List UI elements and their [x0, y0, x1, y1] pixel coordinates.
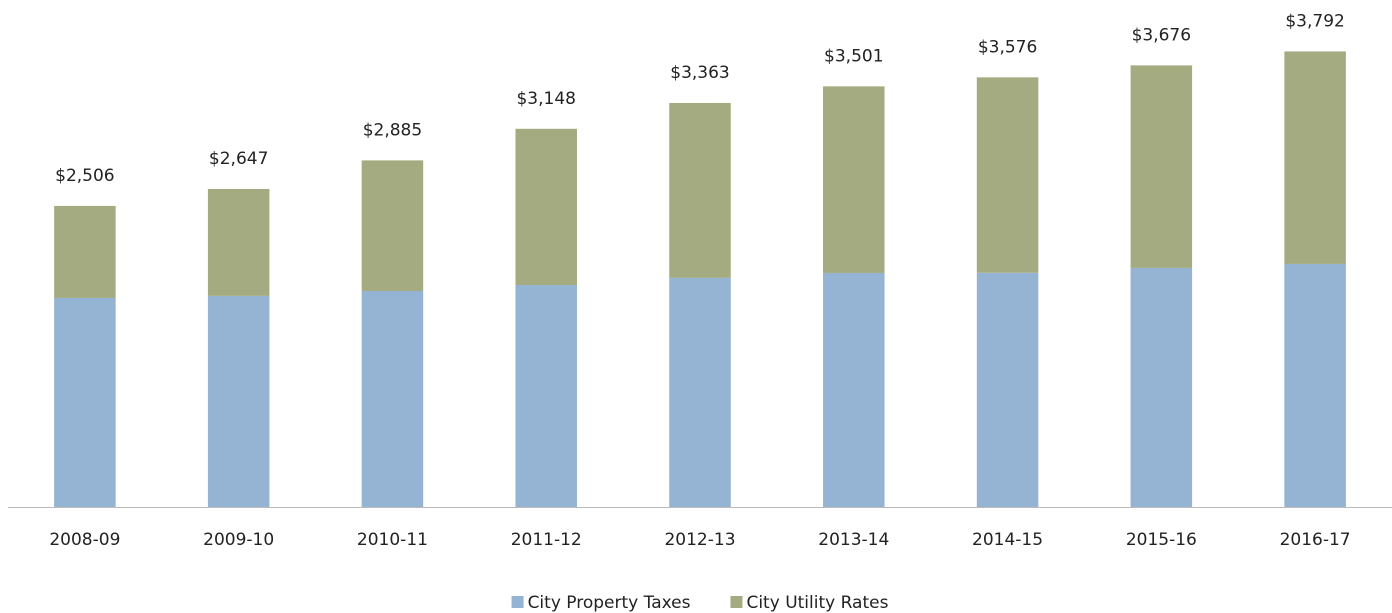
total-label: $2,506 [55, 166, 114, 186]
bar-segment [1284, 263, 1346, 507]
x-tick-label: 2010-11 [357, 530, 428, 550]
legend-swatch [730, 596, 743, 608]
bar-segment [207, 295, 270, 507]
total-label: $2,647 [209, 149, 268, 169]
bar-segment [54, 205, 116, 298]
bar-segment [515, 284, 577, 507]
x-tick-label: 2009-10 [203, 530, 274, 550]
bar-segment [361, 290, 424, 507]
bar-segment [823, 86, 885, 273]
bar-segment [1284, 51, 1346, 264]
total-label: $2,885 [363, 120, 422, 140]
bar-segment [669, 102, 731, 278]
bar-segment [1130, 65, 1193, 268]
x-tick-label: 2015-16 [1126, 530, 1197, 550]
x-tick-label: 2013-14 [818, 530, 889, 550]
legend-label: City Utility Rates [746, 593, 888, 613]
x-tick-label: 2016-17 [1280, 530, 1351, 550]
x-tick-label: 2011-12 [511, 530, 582, 550]
total-label: $3,792 [1285, 11, 1344, 31]
x-tick-label: 2012-13 [664, 530, 735, 550]
total-label: $3,148 [516, 89, 575, 109]
bar-segment [669, 277, 731, 507]
bar-segment [823, 272, 885, 507]
bar-segment [1130, 267, 1193, 507]
bar-segment [976, 77, 1039, 273]
x-tick-label: 2014-15 [972, 530, 1043, 550]
total-label: $3,676 [1132, 25, 1191, 45]
bar-segment [54, 297, 116, 507]
bar-segment [515, 128, 577, 285]
legend-swatch [511, 596, 524, 608]
legend-label: City Property Taxes [528, 593, 691, 613]
bar-segment [207, 188, 270, 296]
bar-segment [361, 160, 424, 291]
bar-segment [976, 272, 1039, 507]
total-label: $3,576 [978, 37, 1037, 57]
x-tick-label: 2008-09 [49, 530, 120, 550]
total-label: $3,501 [824, 46, 883, 66]
total-label: $3,363 [670, 63, 729, 83]
